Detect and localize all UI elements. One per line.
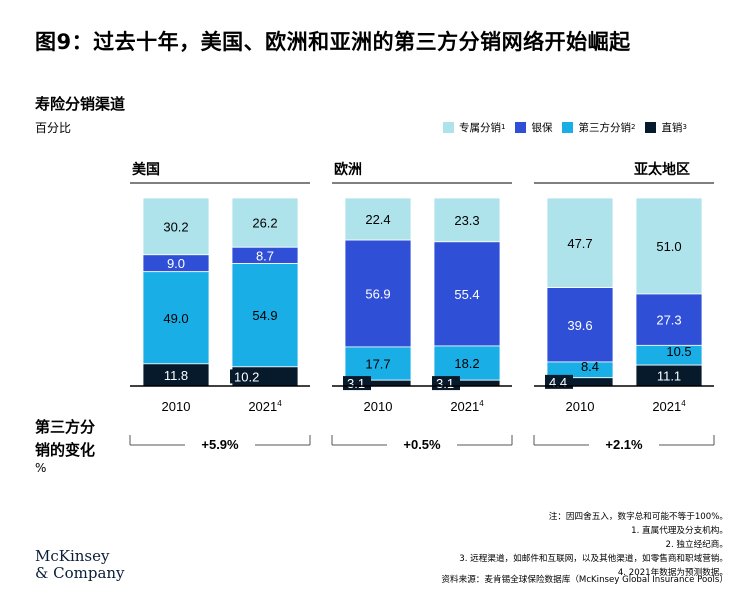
unit-label: 百分比 [35,121,72,135]
data-label: 39.6 [567,318,592,333]
legend-item-third-party: 第三方分销 2 [562,120,635,135]
footnote: 1. 直属代理及分支机构。 [631,526,728,536]
data-label: 8.4 [581,359,599,374]
change-value: +2.1% [605,437,643,452]
data-label: 23.3 [454,213,479,228]
legend-swatch [645,121,657,133]
legend-swatch [562,121,574,133]
data-label: 3.1 [347,376,365,391]
data-label: 51.0 [656,239,681,254]
legend-footnote: 2 [630,123,636,131]
change-label: 第三方分 销的变化 [35,416,95,462]
data-label: 47.7 [567,236,592,251]
data-label: 49.0 [163,311,188,326]
data-label: 4.4 [549,375,567,390]
legend-label: 专属分销 [459,121,501,134]
x-tick-label: 2010 [364,399,393,414]
change-value: +5.9% [201,437,239,452]
chart-subtitle: 寿险分销渠道 [35,95,126,113]
bar-segment [546,197,614,288]
bar-segment [433,241,501,347]
logo-line2: & Company [35,564,125,582]
change-value: +0.5% [403,437,441,452]
change-unit: % [35,461,47,475]
data-label: 8.7 [256,248,274,263]
x-tick-label: 2010 [566,399,595,414]
bar-segment [546,287,614,363]
bar-segment [344,197,412,241]
legend: 专属分销 1 银保 第三方分销 2 直销 3 [443,119,697,135]
region-label: 亚太地区 [634,161,690,178]
x-tick-label: 20214 [652,399,686,414]
bar-segment [142,271,210,365]
data-label: 54.9 [252,308,277,323]
mckinsey-logo: McKinsey & Company [35,548,125,582]
data-label: 10.2 [234,369,259,384]
data-label: 17.7 [365,357,390,372]
data-label: 30.2 [163,219,188,234]
x-tick-label: 2010 [162,399,191,414]
legend-item-direct: 直销 3 [645,120,687,135]
stacked-bar-chart: 美国 30.2 9.0 49.0 11.8 2010 26.2 8.7 54.9 10.2 2021… [129,161,715,452]
footnote: 2. 独立经纪商。 [665,540,729,550]
legend-swatch [515,121,527,133]
x-tick-label: 20214 [450,399,484,414]
data-label: 26.2 [252,216,277,231]
bar-segment [433,345,501,381]
bar-segment [231,263,299,368]
legend-item-captive: 专属分销 1 [443,120,505,135]
data-label: 11.1 [657,369,681,384]
data-label: 22.4 [365,212,390,227]
data-label: 11.8 [164,368,188,383]
logo-line1: McKinsey [35,547,110,565]
data-label: 55.4 [454,287,479,302]
bar-segment [142,197,210,256]
legend-swatch [443,121,454,133]
bar-segment [433,197,501,243]
data-label: 27.3 [656,313,681,328]
legend-footnote: 3 [682,123,687,131]
bar-segment [635,293,703,346]
chart-title: 图9：过去十年，美国、欧洲和亚洲的第三方分销网络开始崛起 [35,30,631,54]
footnote: 注：因四舍五入，数字总和可能不等于100%。 [548,512,728,522]
region-label: 欧洲 [334,161,362,178]
bar-segment [344,239,412,348]
bar-segment [231,197,299,248]
data-label: 56.9 [365,287,390,302]
legend-label: 直销 [661,121,683,134]
data-label: 3.1 [436,376,454,391]
legend-label: 第三方分销 [578,121,631,134]
source-note: 资料来源：麦肯锡全球保险数据库（McKinsey Global Insuranc… [441,575,728,585]
change-label-line2: 销的变化 [35,441,96,459]
region-label: 美国 [132,161,160,178]
footnote: 3. 远程渠道，如邮件和互联网，以及其他渠道，如零售商和职域营销。 [459,554,728,564]
bar-segment [344,346,412,381]
legend-footnote: 1 [501,123,506,131]
data-label: 9.0 [167,256,185,271]
footnote: 4. 2021年数据为预测数据。 [617,568,728,578]
legend-item-bancassurance: 银保 [515,120,552,135]
footnotes: 注：因四舍五入，数字总和可能不等于100%。 1. 直属代理及分支机构。 2. … [459,510,728,580]
data-label: 18.2 [454,356,479,371]
data-label: 10.5 [666,344,691,359]
bar-segment [635,197,703,295]
change-label-line1: 第三方分 [35,418,96,436]
legend-label: 银保 [531,121,553,134]
x-tick-label: 20214 [248,399,282,414]
label-tab [230,369,258,384]
